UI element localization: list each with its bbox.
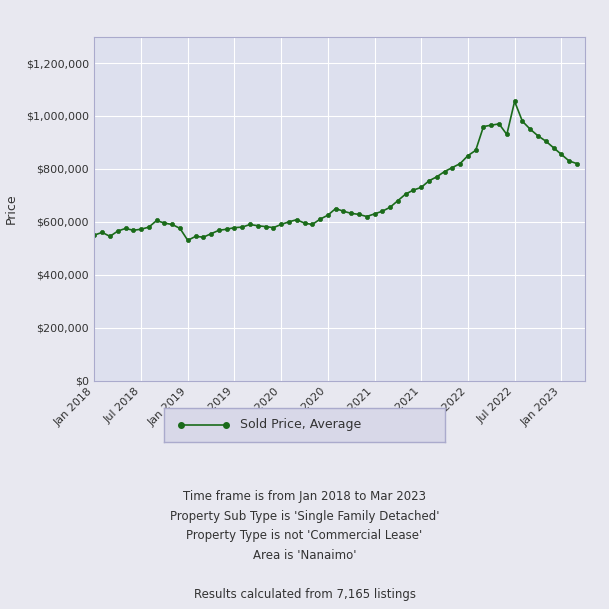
Text: Time frame is from Jan 2018 to Mar 2023
Property Sub Type is 'Single Family Deta: Time frame is from Jan 2018 to Mar 2023 … xyxy=(170,490,439,600)
Text: Sold Price, Average: Sold Price, Average xyxy=(240,418,361,431)
Y-axis label: Price: Price xyxy=(4,193,18,224)
